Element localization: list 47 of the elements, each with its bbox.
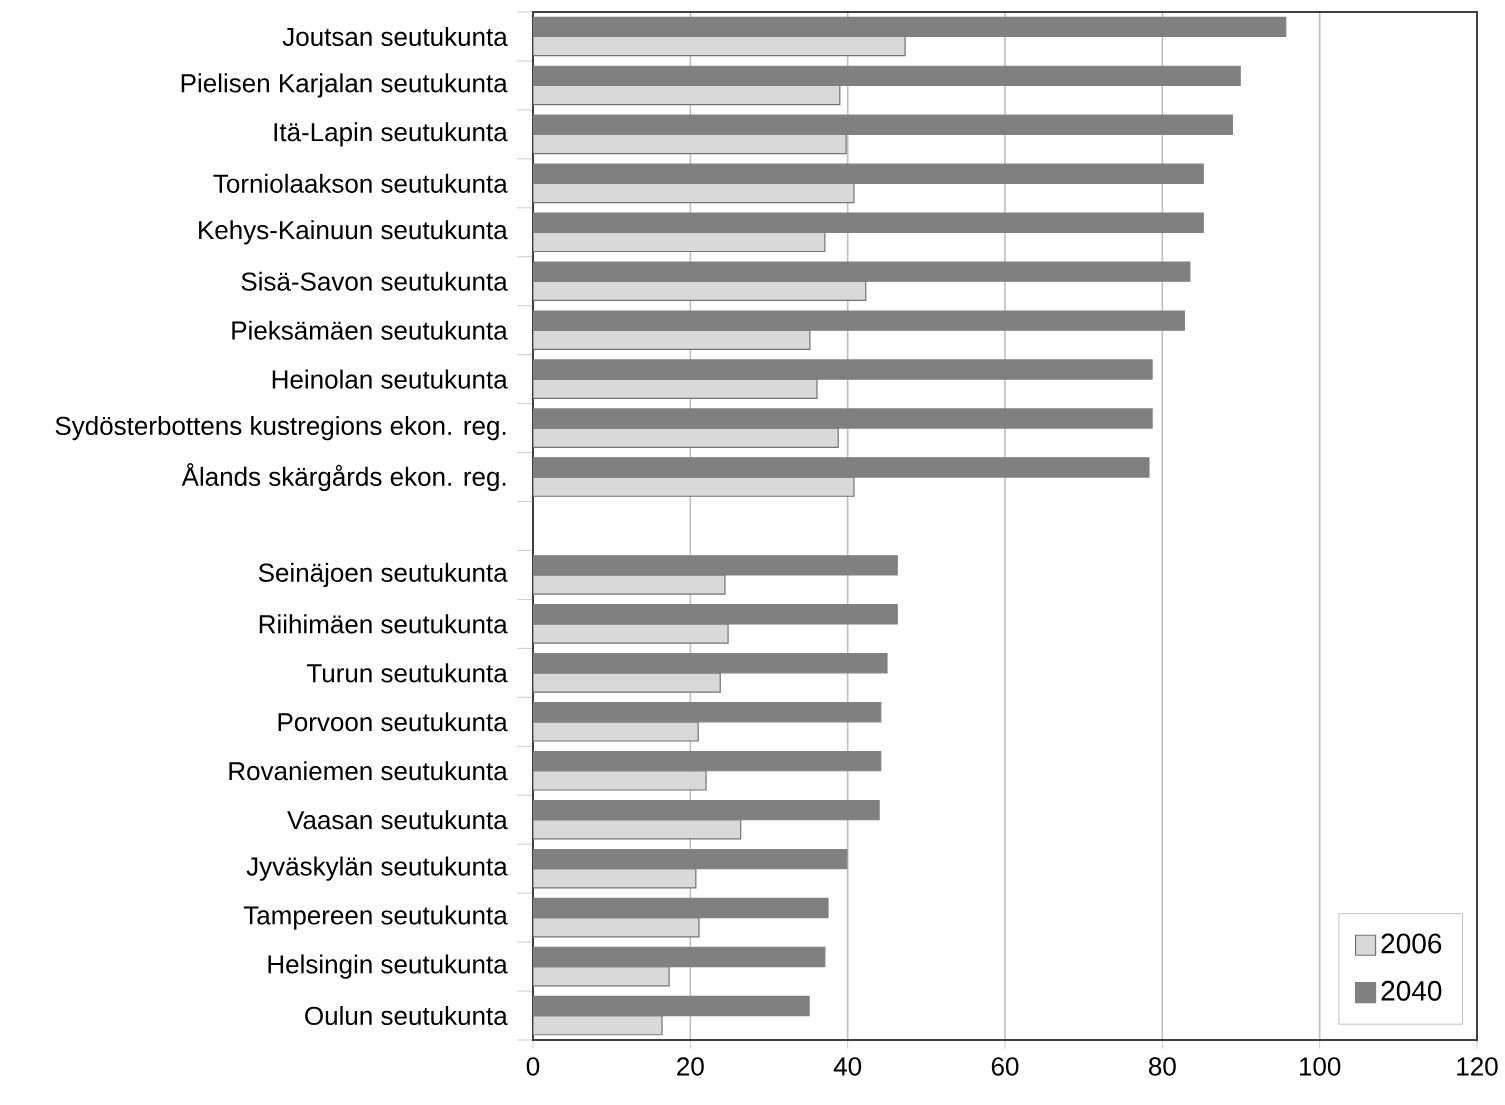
legend-label: 2006 — [1381, 933, 1442, 954]
y-tick-label: Tampereen seutukunta — [243, 905, 508, 930]
y-tick-label: Rovaniemen seutukunta — [229, 761, 508, 781]
y-tick-label: Helsingin seutukunta — [268, 954, 508, 979]
bar — [533, 84, 841, 106]
y-tick-label: Ålands skärgårds ekon. reg. — [181, 463, 506, 492]
x-tick-label: 100 — [1299, 1057, 1341, 1076]
bar — [533, 476, 855, 497]
bar — [533, 427, 839, 448]
y-tick-label: Porvoon seutukunta — [278, 712, 508, 732]
y-tick-label: Heinolan seutukunta — [272, 369, 508, 389]
y-tick-label: Turun seutukunta — [306, 663, 508, 683]
x-tick-label: 40 — [833, 1057, 862, 1076]
legend-label: 2040 — [1381, 980, 1442, 1001]
bar — [533, 721, 699, 742]
bar — [533, 819, 742, 840]
y-tick-label: Torniolaakson seutukunta — [213, 173, 508, 193]
y-tick-label: Sisä-Savon seutukunta — [241, 271, 508, 291]
x-tick-label: 80 — [1149, 1057, 1176, 1076]
y-tick-label: Oulun seutukunta — [305, 1005, 508, 1026]
bar — [533, 965, 670, 987]
y-tick-label: Vaasan seutukunta — [287, 810, 508, 830]
bar — [533, 231, 826, 253]
bar — [533, 35, 906, 57]
x-tick-label: 20 — [677, 1057, 704, 1076]
x-tick-label: 60 — [991, 1057, 1019, 1076]
y-tick-label: Jyväskylän seutukunta — [246, 856, 508, 881]
y-tick-label: Kehys-Kainuun seutukunta — [199, 220, 508, 245]
x-tick-label: 120 — [1457, 1057, 1498, 1076]
y-tick-label: Seinäjoen seutukunta — [258, 562, 508, 588]
bar — [533, 868, 697, 889]
y-tick-label: Pieksämäen seutukunta — [232, 320, 508, 340]
bar — [533, 574, 726, 595]
bar — [533, 378, 818, 399]
bar — [533, 1014, 663, 1036]
y-tick-label: Itä-Lapin seutukunta — [274, 122, 508, 147]
bar — [533, 133, 847, 155]
y-tick-label: Riihimäen seutukunta — [259, 614, 508, 634]
bar — [533, 917, 700, 938]
bar — [533, 770, 707, 791]
x-tick-label: 0 — [526, 1057, 540, 1076]
y-tick-label: Sydösterbottens kustregions ekon. reg. — [55, 415, 506, 441]
y-tick-label: Joutsan seutukunta — [282, 26, 508, 47]
bar — [533, 329, 811, 350]
bar — [533, 182, 855, 204]
y-tick-label: Pielisen Karjalan seutukunta — [181, 73, 508, 98]
bar — [533, 280, 867, 302]
